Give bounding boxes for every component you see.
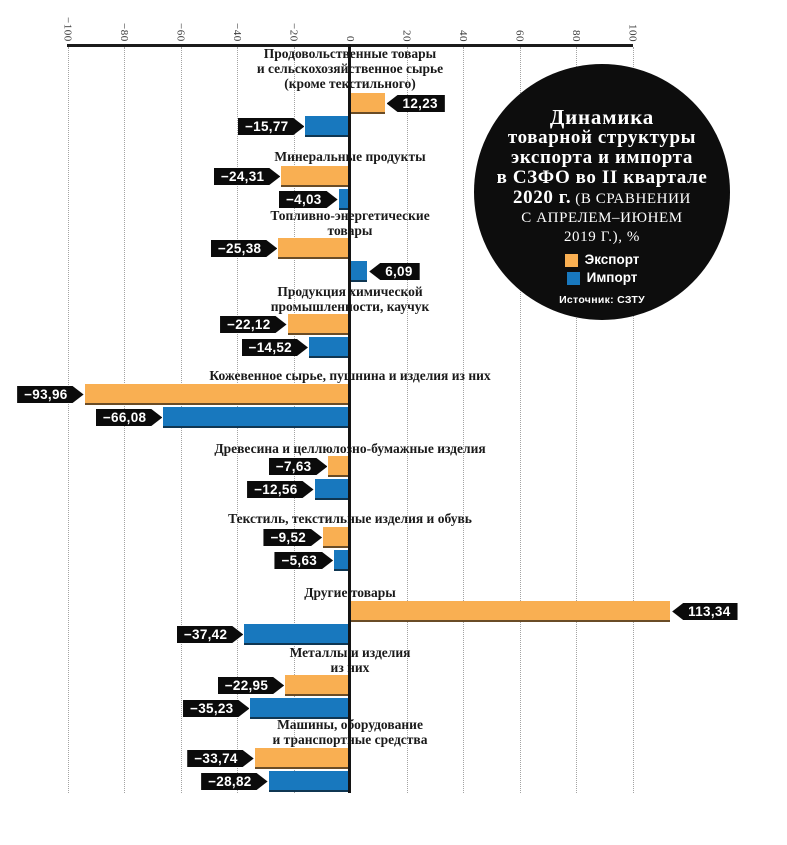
legend-label-export: Экспорт (584, 252, 640, 267)
import-value-tag: −14,52 (242, 339, 308, 356)
export-value-tag: 113,34 (672, 603, 738, 620)
tick-text: 40 (457, 30, 469, 42)
import-bar (334, 550, 350, 571)
import-bar (314, 479, 350, 500)
x-axis-tick-label: 0 (341, 0, 359, 42)
x-axis-tick-label: 60 (511, 0, 529, 42)
badge-title-line5: 2020 г. (В СРАВНЕНИИ (474, 188, 730, 209)
badge-title-line3: экспорта и импорта (511, 147, 693, 168)
zero-baseline (348, 44, 351, 793)
import-bar (308, 337, 350, 358)
x-axis-tick-label: 20 (398, 0, 416, 42)
import-value-tag: −35,23 (183, 700, 249, 717)
tick-text: 100 (626, 24, 639, 42)
export-value-tag: −22,95 (218, 677, 284, 694)
import-value-tag: −28,82 (201, 773, 267, 790)
tick-text: 80 (570, 30, 582, 42)
import-bar (268, 771, 350, 792)
x-axis-tick-label: 100 (624, 0, 642, 42)
export-bar (281, 166, 350, 187)
import-value-tag: −37,42 (177, 626, 243, 643)
export-value-tag: −33,74 (187, 750, 253, 767)
import-bar (338, 189, 350, 210)
badge-subtitle-line3: 2019 Г.), % (563, 229, 641, 245)
badge-title-line4: в СЗФО во II квартале (496, 167, 708, 188)
export-value-tag: −25,38 (211, 240, 277, 257)
export-value-tag: 12,23 (386, 95, 445, 112)
gridline (519, 47, 521, 793)
export-value-tag: −7,63 (269, 458, 328, 475)
import-color-swatch (566, 271, 580, 285)
export-bar (328, 456, 350, 477)
x-axis-tick-label: −80 (115, 0, 133, 42)
x-axis-tick-label: 80 (567, 0, 585, 42)
export-bar (323, 527, 350, 548)
legend: Экспорт Импорт (474, 252, 730, 286)
tick-text: 20 (400, 30, 413, 42)
export-bar (285, 675, 350, 696)
tick-text: −20 (287, 23, 300, 42)
tick-text: −60 (174, 23, 187, 42)
badge-subtitle-fragment: (В СРАВНЕНИИ (575, 191, 691, 207)
import-value-tag: −5,63 (274, 552, 333, 569)
export-bar (350, 601, 671, 622)
legend-label-import: Импорт (586, 270, 638, 285)
export-bar (84, 384, 350, 405)
import-value-tag: −66,08 (96, 409, 162, 426)
export-bar (254, 748, 350, 769)
gridline (632, 47, 634, 793)
import-value-tag: −4,03 (279, 191, 338, 208)
export-bar (287, 314, 350, 335)
badge-subtitle-line2: С АПРЕЛЕМ–ИЮНЕМ (521, 210, 683, 226)
x-axis-tick-label: −60 (172, 0, 190, 42)
x-axis-tick-label: −20 (285, 0, 303, 42)
tick-text: −80 (118, 23, 130, 42)
x-axis-tick-label: 40 (454, 0, 472, 42)
legend-row-export: Экспорт (564, 252, 640, 268)
badge-title-line2: товарной структуры (507, 127, 697, 148)
title-badge: Динамика товарной структуры экспорта и и… (474, 64, 730, 320)
import-bar (305, 116, 350, 137)
tick-text: −100 (61, 17, 74, 42)
badge-title-line1: Динамика (549, 105, 655, 129)
import-bar (163, 407, 350, 428)
import-value-tag: 6,09 (369, 263, 420, 280)
x-axis-tick-label: −100 (59, 0, 77, 42)
export-value-tag: −93,96 (17, 386, 83, 403)
tick-text: 60 (513, 30, 526, 42)
gridline (406, 47, 408, 793)
export-color-swatch (564, 253, 578, 267)
export-value-tag: −24,31 (214, 168, 280, 185)
legend-row-import: Импорт (566, 270, 638, 286)
export-value-tag: −9,52 (263, 529, 322, 546)
import-value-tag: −12,56 (247, 481, 313, 498)
import-bar (350, 261, 368, 282)
export-bar (350, 93, 385, 114)
x-axis-tick-label: −40 (228, 0, 246, 42)
gridline (463, 47, 464, 793)
import-value-tag: −15,77 (238, 118, 304, 135)
export-value-tag: −22,12 (220, 316, 286, 333)
gridline (576, 47, 577, 793)
import-bar (250, 698, 350, 719)
tick-text: −40 (231, 23, 243, 42)
tick-text: 0 (344, 36, 356, 42)
badge-title-bold-fragment: 2020 г. (513, 187, 572, 208)
import-bar (244, 624, 350, 645)
gridline (67, 47, 69, 793)
source-note: Источник: СЗТУ (559, 294, 645, 306)
export-bar (278, 238, 350, 259)
